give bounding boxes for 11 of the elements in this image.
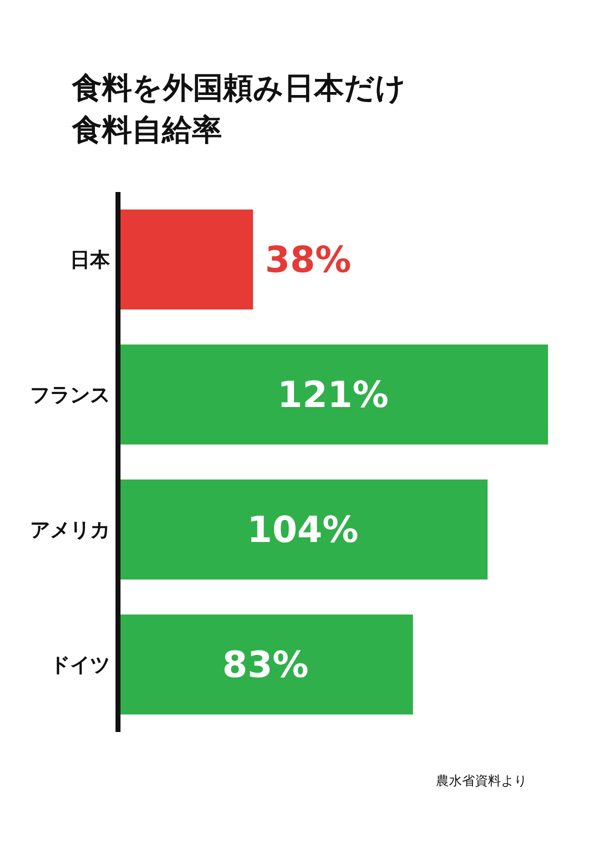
text: 農水省資料より: [435, 773, 528, 790]
y-tick-label: アメリカ: [30, 518, 110, 542]
y-tick-label: フランス: [30, 382, 110, 407]
chart-subtitle: 食料自給率: [72, 112, 223, 150]
y-tick-label: ドイツ: [50, 652, 110, 677]
y-tick-label: 日本: [70, 248, 111, 272]
data-label: 83%: [222, 645, 309, 686]
data-label: 121%: [277, 375, 389, 416]
chart-title: 食料を外国頼み日本だけ: [72, 70, 407, 108]
data-label: 104%: [247, 510, 358, 552]
data-label: 38%: [265, 240, 352, 282]
